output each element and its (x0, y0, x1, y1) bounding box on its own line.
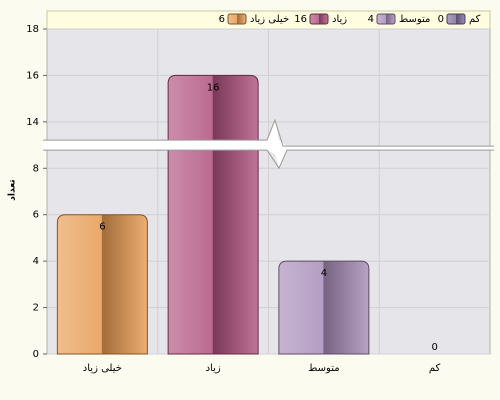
bar (56, 214, 148, 355)
x-tick-label: خیلی زیاد (83, 363, 122, 374)
bar (167, 74, 259, 355)
axis-break (43, 120, 494, 169)
data-label: 6 (99, 222, 105, 233)
y-tick-label: 8 (33, 163, 39, 174)
bar (278, 260, 370, 355)
legend-label: متوسط (399, 14, 430, 25)
axis-break-line (43, 149, 494, 170)
y-tick-label: 6 (33, 210, 39, 221)
legend-label: کم (469, 14, 481, 25)
legend-value: 6 (219, 14, 225, 25)
legend-swatch (446, 13, 466, 25)
x-tick-label: متوسط (308, 363, 339, 374)
legend-value: 16 (294, 14, 307, 25)
data-label: 16 (207, 82, 220, 93)
axis-break-line (43, 118, 494, 147)
legend-value: 0 (438, 14, 444, 25)
y-tick-label: 18 (26, 24, 39, 35)
data-label: 0 (431, 342, 437, 353)
y-tick-label: 0 (33, 349, 39, 360)
legend-swatch (376, 13, 396, 25)
y-tick-label: 14 (26, 117, 39, 128)
x-tick-label: زیاد (206, 363, 221, 374)
legend-swatch (309, 13, 329, 25)
y-tick-label: 4 (33, 256, 39, 267)
x-tick-label: کم (429, 363, 441, 374)
y-axis-label: تعداد (8, 179, 18, 200)
legend-swatch (227, 13, 247, 25)
legend-label: خیلی زیاد (250, 14, 289, 25)
legend-value: 4 (368, 14, 374, 25)
y-tick-label: 16 (26, 70, 39, 81)
y-tick-label: 2 (33, 303, 39, 314)
legend-label: زیاد (332, 14, 347, 25)
data-label: 4 (321, 268, 327, 279)
